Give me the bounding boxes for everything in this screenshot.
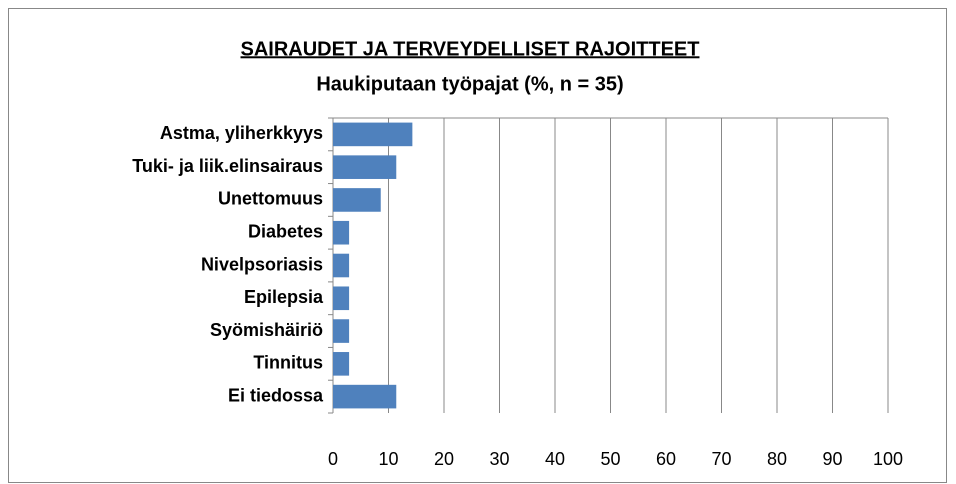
x-tick-label: 30 [489,449,509,469]
x-tick-label: 70 [711,449,731,469]
x-tick-label: 0 [328,449,338,469]
bar [333,352,350,376]
x-tick-label: 60 [656,449,676,469]
y-tick-label: Syömishäiriö [210,320,323,340]
bar [333,220,350,245]
y-tick-label: Tuki- ja liik.elinsairaus [132,156,323,176]
bar [333,188,381,212]
bar [333,122,413,147]
chart-border [8,8,947,483]
x-tick-label: 10 [378,449,398,469]
bar [333,286,350,311]
chart-title: SAIRAUDET JA TERVEYDELLISET RAJOITTEET [241,38,700,60]
bar [333,155,397,179]
x-tick-label: 20 [434,449,454,469]
x-tick-label: 40 [545,449,565,469]
x-tick-label: 50 [600,449,620,469]
bar [333,319,350,343]
y-tick-label: Ei tiedossa [228,385,324,405]
y-tick-label: Astma, yliherkkyys [160,123,323,143]
x-tick-label: 90 [822,449,842,469]
y-tick-label: Nivelpsoriasis [201,254,323,274]
y-tick-label: Unettomuus [218,189,323,209]
y-tick-label: Tinnitus [253,353,323,373]
bar [333,253,350,278]
x-tick-label: 80 [767,449,787,469]
chart-subtitle: Haukiputaan työpajat (%, n = 35) [316,73,623,95]
y-tick-label: Diabetes [248,221,323,241]
x-tick-label: 100 [873,449,903,469]
y-tick-label: Epilepsia [244,287,324,307]
bar [333,384,397,409]
